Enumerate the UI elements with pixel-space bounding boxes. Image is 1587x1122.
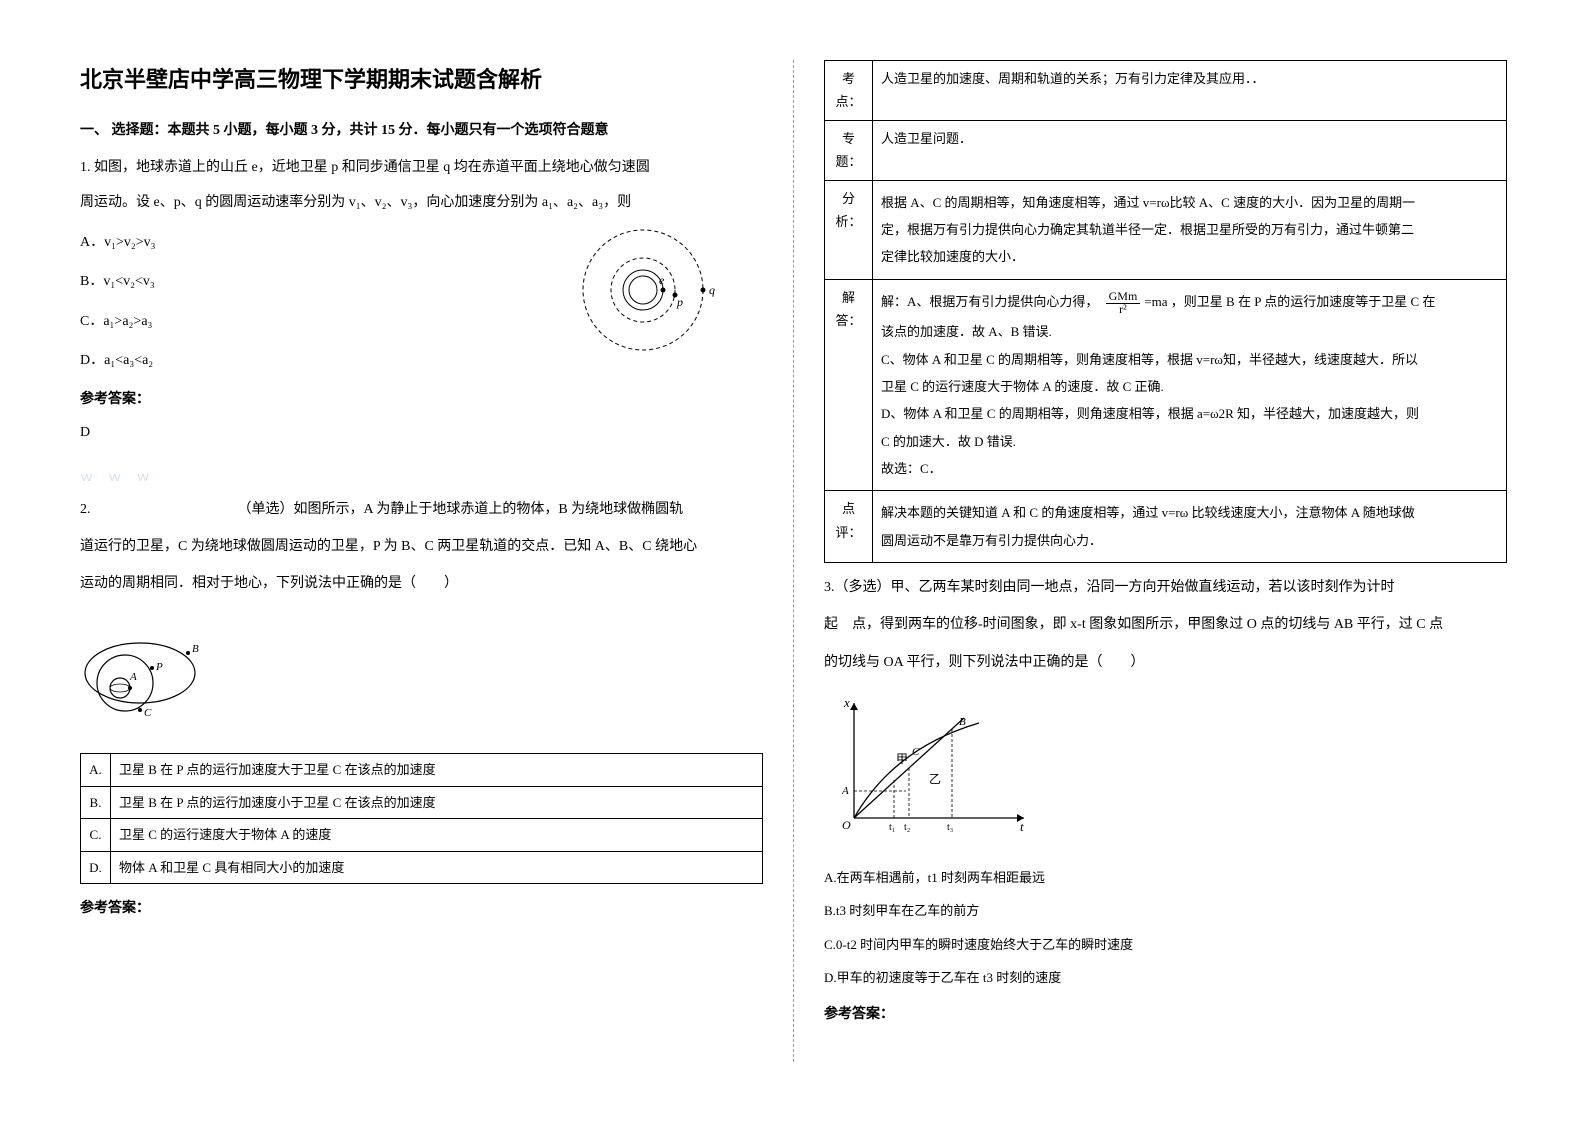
q1-answer: D	[80, 420, 763, 445]
solution-table: 考点： 人造卫星的加速度、周期和轨道的关系；万有引力定律及其应用．． 专题： 人…	[824, 60, 1507, 563]
solve-line: 故选：C．	[881, 457, 1498, 480]
review-line: 解决本题的关键知道 A 和 C 的角速度相等，通过 v=rω 比较线速度大小，注…	[881, 501, 1498, 524]
sol-analysis: 根据 A、C 的周期相等，知角速度相等，通过 v=rω比较 A、C 速度的大小．…	[873, 180, 1507, 279]
svg-text:t: t	[1020, 819, 1024, 833]
svg-text:甲: 甲	[896, 752, 908, 766]
page-title: 北京半壁店中学高三物理下学期期末试题含解析	[80, 60, 763, 100]
q1-answer-label: 参考答案：	[80, 387, 763, 412]
analysis-line: 定律比较加速度的大小．	[881, 245, 1498, 268]
q2-line1: （单选）如图所示，A 为静止于地球赤道上的物体，B 为绕地球做椭圆轨	[238, 502, 684, 517]
opt-text: 卫星 B 在 P 点的运行加速度小于卫星 C 在该点的加速度	[111, 786, 763, 818]
sol-text: 人造卫星的加速度、周期和轨道的关系；万有引力定律及其应用．．	[873, 61, 1507, 121]
opt-text: 卫星 C 的运行速度大于物体 A 的速度	[111, 819, 763, 851]
table-row: B. 卫星 B 在 P 点的运行加速度小于卫星 C 在该点的加速度	[81, 786, 763, 818]
sol-label: 专题：	[825, 120, 873, 180]
svg-text:C: C	[144, 707, 152, 719]
solve-line: C 的加速大．故 D 错误.	[881, 430, 1498, 453]
table-row: D. 物体 A 和卫星 C 具有相同大小的加速度	[81, 851, 763, 883]
svg-text:e: e	[659, 273, 665, 287]
svg-text:P: P	[155, 661, 163, 673]
svg-text:A: A	[129, 671, 137, 683]
svg-text:C: C	[912, 746, 920, 758]
section-heading: 一、 选择题：本题共 5 小题，每小题 3 分，共计 15 分．每小题只有一个选…	[80, 118, 763, 143]
sol-label: 解答：	[825, 279, 873, 491]
table-row: C. 卫星 C 的运行速度大于物体 A 的速度	[81, 819, 763, 851]
q3-answer-label: 参考答案：	[824, 1002, 1507, 1027]
solve-line: 该点的加速度．故 A、B 错误.	[881, 320, 1498, 343]
svg-text:q: q	[709, 283, 715, 297]
opt-label: B.	[81, 786, 111, 818]
q1-line2: 周运动。设 e、p、q 的圆周运动速率分别为 v₁、v₂、v₃，向心加速度分别为…	[80, 190, 763, 215]
sol-label: 分析：	[825, 180, 873, 279]
table-row: 专题： 人造卫星问题．	[825, 120, 1507, 180]
svg-text:t₃: t₃	[947, 822, 953, 833]
sol-label: 考点：	[825, 61, 873, 121]
table-row: 点评： 解决本题的关键知道 A 和 C 的角速度相等，通过 v=rω 比较线速度…	[825, 491, 1507, 563]
table-row: 解答： 解：A、根据万有引力提供向心力得， GMm r² =ma ，则卫星 B …	[825, 279, 1507, 491]
q2-options-table: A. 卫星 B 在 P 点的运行加速度大于卫星 C 在该点的加速度 B. 卫星 …	[80, 753, 763, 884]
q3-option-c: C.0-t2 时间内甲车的瞬时速度始终大于乙车的瞬时速度	[824, 933, 1507, 956]
svg-text:p: p	[676, 295, 683, 309]
sol-review: 解决本题的关键知道 A 和 C 的角速度相等，通过 v=rω 比较线速度大小，注…	[873, 491, 1507, 563]
opt-label: A.	[81, 754, 111, 786]
opt-text: 卫星 B 在 P 点的运行加速度大于卫星 C 在该点的加速度	[111, 754, 763, 786]
solve-line: D、物体 A 和卫星 C 的周期相等，则角速度相等，根据 a=ω2R 知，半径越…	[881, 402, 1498, 425]
sol-solve: 解：A、根据万有引力提供向心力得， GMm r² =ma ，则卫星 B 在 P …	[873, 279, 1507, 491]
q1-orbit-diagram: e p q	[563, 220, 733, 360]
sol-text: 人造卫星问题．	[873, 120, 1507, 180]
q2-line3: 运动的周期相同．相对于地心，下列说法中正确的是（ ）	[80, 571, 763, 596]
svg-text:A: A	[841, 785, 849, 797]
sol-label: 点评：	[825, 491, 873, 563]
q3-line2: 起 点，得到两车的位移-时间图象，即 x-t 图象如图所示，甲图象过 O 点的切…	[824, 612, 1507, 637]
q3-line3: 的切线与 OA 平行，则下列说法中正确的是（ ）	[824, 650, 1507, 675]
table-row: 考点： 人造卫星的加速度、周期和轨道的关系；万有引力定律及其应用．．	[825, 61, 1507, 121]
analysis-line: 定，根据万有引力提供向心力确定其轨道半径一定．根据卫星所受的万有引力，通过牛顿第…	[881, 218, 1498, 241]
watermark: ｗ ｗ ｗ	[80, 465, 763, 488]
table-row: 分析： 根据 A、C 的周期相等，知角速度相等，通过 v=rω比较 A、C 速度…	[825, 180, 1507, 279]
q1-line1: 1. 如图，地球赤道上的山丘 e，近地卫星 p 和同步通信卫星 q 均在赤道平面…	[80, 155, 763, 180]
solve-line: C、物体 A 和卫星 C 的周期相等，则角速度相等，根据 v=rω知，半径越大，…	[881, 348, 1498, 371]
solve-line: 卫星 C 的运行速度大于物体 A 的速度．故 C 正确.	[881, 375, 1498, 398]
q2-answer-label: 参考答案：	[80, 896, 763, 921]
q2-line2: 道运行的卫星，C 为绕地球做圆周运动的卫星，P 为 B、C 两卫星轨道的交点．已…	[80, 534, 763, 559]
q3-xt-graph: x t O 乙 甲 t₁ t₂ t₃ A B C	[834, 693, 1034, 833]
opt-label: C.	[81, 819, 111, 851]
svg-text:B: B	[959, 716, 966, 728]
formula: GMm r²	[1106, 290, 1141, 316]
review-line: 圆周运动不是靠万有引力提供向心力．	[881, 529, 1498, 552]
q2-orbit-diagram: A B P C	[80, 618, 220, 728]
svg-text:乙: 乙	[929, 772, 941, 786]
q3-line1: 3.（多选）甲、乙两车某时刻由同一地点，沿同一方向开始做直线运动，若以该时刻作为…	[824, 575, 1507, 600]
q3-option-b: B.t3 时刻甲车在乙车的前方	[824, 899, 1507, 922]
analysis-line: 根据 A、C 的周期相等，知角速度相等，通过 v=rω比较 A、C 速度的大小．…	[881, 191, 1498, 214]
svg-text:x: x	[843, 695, 850, 710]
svg-text:t₁: t₁	[889, 822, 895, 833]
svg-text:B: B	[192, 643, 199, 655]
svg-text:O: O	[842, 818, 851, 832]
solve-text: 解：A、根据万有引力提供向心力得，	[881, 294, 1098, 309]
q3-option-d: D.甲车的初速度等于乙车在 t3 时刻的速度	[824, 966, 1507, 989]
opt-text: 物体 A 和卫星 C 具有相同大小的加速度	[111, 851, 763, 883]
opt-label: D.	[81, 851, 111, 883]
q2-prefix: 2.	[80, 502, 91, 517]
formula-eq: =ma	[1144, 294, 1167, 309]
formula-bot: r²	[1119, 302, 1127, 316]
q3-option-a: A.在两车相遇前，t1 时刻两车相距最远	[824, 866, 1507, 889]
solve-text: ，则卫星 B 在 P 点的运行加速度等于卫星 C 在	[1171, 294, 1436, 309]
solve-line: 解：A、根据万有引力提供向心力得， GMm r² =ma ，则卫星 B 在 P …	[881, 290, 1498, 316]
svg-text:t₂: t₂	[904, 822, 910, 833]
table-row: A. 卫星 B 在 P 点的运行加速度大于卫星 C 在该点的加速度	[81, 754, 763, 786]
